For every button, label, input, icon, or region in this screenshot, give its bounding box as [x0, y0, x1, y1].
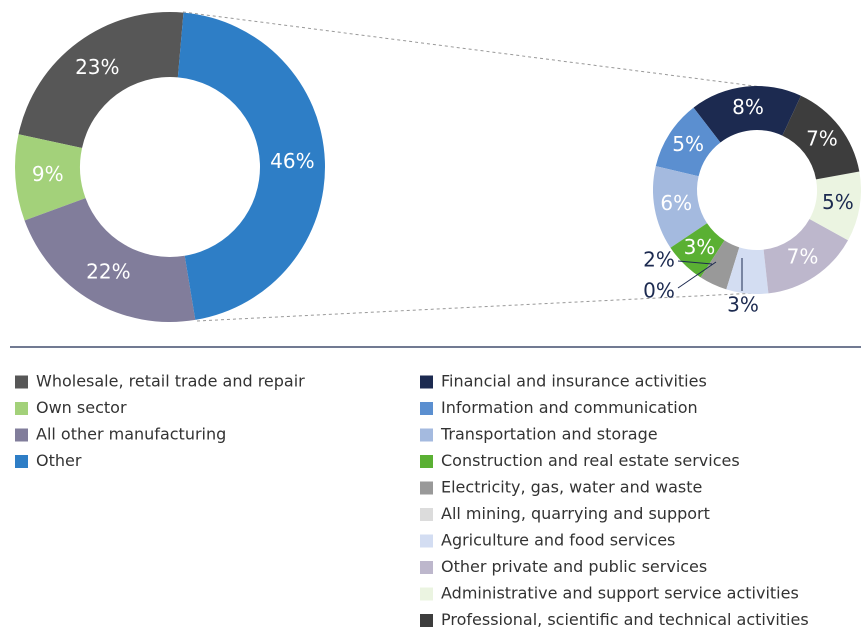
data-label: 3% — [684, 235, 716, 259]
data-label: 5% — [672, 132, 704, 156]
legend-swatch — [420, 614, 433, 627]
legend-label: Professional, scientific and technical a… — [441, 610, 809, 629]
data-label: 7% — [806, 126, 838, 150]
legend-swatch — [420, 534, 433, 548]
data-label: 3% — [727, 293, 759, 317]
legend-swatch — [420, 561, 433, 574]
legend-swatch — [420, 455, 433, 468]
legend-label: Agriculture and food services — [441, 531, 675, 550]
data-label: 2% — [643, 248, 675, 272]
legend-label: Construction and real estate services — [441, 451, 740, 470]
donut-slice — [670, 223, 725, 278]
donut-slice — [700, 240, 740, 290]
data-label: 6% — [660, 191, 692, 215]
data-label: 8% — [732, 95, 764, 119]
legend-swatch — [420, 402, 433, 415]
legend-label: All other manufacturing — [36, 425, 226, 444]
connector-line — [182, 11, 763, 88]
legend-swatch — [15, 455, 28, 468]
leader-line — [677, 260, 713, 265]
legend-label: Administrative and support service activ… — [441, 584, 799, 603]
legend-swatch — [15, 428, 28, 442]
legend-swatch — [420, 587, 433, 601]
data-label: 5% — [822, 190, 854, 214]
legend-label: All mining, quarrying and support — [441, 504, 710, 523]
legend-label: Own sector — [36, 398, 127, 417]
data-label: 22% — [86, 259, 130, 283]
data-label: 23% — [75, 55, 119, 79]
legend-swatch — [15, 402, 28, 415]
donut-slice — [14, 134, 86, 221]
data-label: 9% — [32, 162, 64, 186]
legend-label: Electricity, gas, water and waste — [441, 478, 702, 497]
donut-slice — [782, 95, 860, 180]
legend-label: Information and communication — [441, 398, 698, 417]
data-label: 0% — [643, 279, 675, 303]
leader-line — [677, 261, 717, 289]
legend-label: Financial and insurance activities — [441, 372, 707, 391]
donut-slice — [18, 12, 184, 148]
legend-swatch — [420, 481, 433, 495]
legend-label: Other — [36, 451, 82, 470]
donut-slice — [24, 198, 196, 322]
legend-label: Transportation and storage — [440, 425, 658, 444]
donut-slice — [653, 166, 708, 248]
donut-slice — [726, 247, 769, 294]
donut-slice — [763, 219, 849, 294]
data-label: 7% — [787, 245, 819, 269]
legend-swatch — [420, 508, 433, 521]
donut-slice — [809, 171, 861, 241]
donut-slice — [693, 86, 801, 143]
donut-slice — [177, 12, 325, 320]
legend-swatch — [420, 428, 433, 442]
legend-swatch — [420, 375, 433, 389]
data-label: 46% — [270, 149, 314, 173]
legend-label: Wholesale, retail trade and repair — [36, 372, 305, 391]
legend-label: Other private and public services — [441, 557, 707, 576]
legend-swatch — [15, 375, 28, 389]
donut-slice — [655, 107, 721, 177]
